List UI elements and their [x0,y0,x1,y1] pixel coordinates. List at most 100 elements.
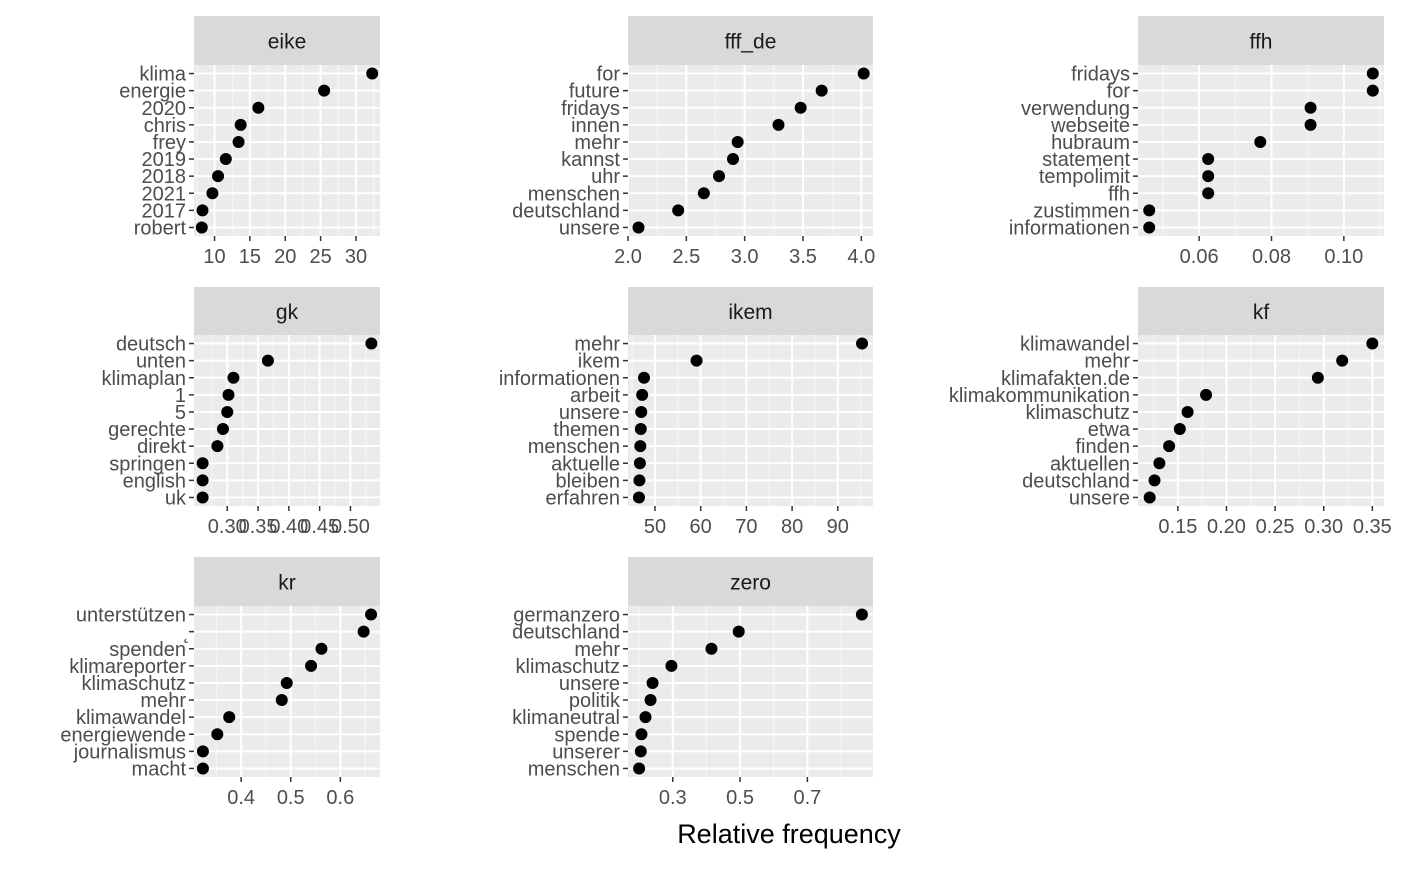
y-tick-label: klima [139,64,187,86]
y-tick-label: informationen [499,368,620,390]
facet-strip-label: eike [268,31,307,54]
y-tick-label: hubraum [1051,132,1130,154]
data-point-gk [196,491,209,504]
data-point-eike [219,153,232,166]
y-tick-label: zustimmen [1033,200,1130,222]
x-tick-label: 0.10 [1324,246,1363,268]
facet-strip-label: kr [278,572,296,595]
y-tick-label: for [1107,81,1131,103]
y-tick-label: klimawandel [76,707,186,729]
data-point-ffh [1143,221,1156,234]
data-point-eike [366,67,379,80]
data-point-kf [1366,337,1379,350]
data-point-kr [223,711,236,724]
y-tick-label: robert [134,217,187,239]
y-tick-label: energiewende [60,724,186,746]
y-tick-label: menschen [528,183,620,205]
data-point-ffh [1254,135,1267,148]
y-tick-label: klimawandel [1020,334,1130,356]
panel-background [628,335,873,506]
y-tick-label: klimakommunikation [949,385,1130,407]
data-point-fff_de [697,187,710,200]
data-point-kr [357,625,370,638]
y-tick-label: etwa [1088,419,1131,441]
data-point-gk [365,337,378,350]
data-point-kf [1153,457,1166,470]
data-point-eike [212,170,225,183]
y-tick-label: 2017 [142,200,187,222]
y-tick-label: klimafakten.de [1001,368,1130,390]
data-point-ikem [856,337,869,350]
facet-strip-label: kf [1253,301,1270,324]
data-point-ffh [1366,84,1379,97]
data-point-ikem [633,474,646,487]
x-tick-label: 80 [781,516,803,538]
data-point-fff_de [772,118,785,131]
y-tick-label: webseite [1050,115,1130,137]
x-tick-label: 0.6 [326,787,354,809]
y-tick-label: erfahren [546,487,621,509]
x-tick-label: 0.50 [331,516,370,538]
data-point-fff_de [794,101,807,114]
y-tick-label: unsere [1069,487,1130,509]
data-point-gk [221,405,234,418]
x-tick-label: 90 [827,516,849,538]
panel-background [194,65,380,236]
facet-strip [194,287,380,335]
y-tick-label: menschen [528,758,620,780]
panel-background [194,335,380,506]
data-point-ikem [634,440,647,453]
y-tick-label: english [123,470,186,492]
x-tick-label: 0.35 [1353,516,1392,538]
facet-strip [194,557,380,606]
facet-panel-fff_de: fff_deforfuturefridaysinnenmehrkannstuhr… [512,16,875,268]
data-point-zero [634,745,647,758]
y-tick-label: for [597,64,621,86]
y-tick-label: unsere [559,217,620,239]
y-tick-label: deutschland [512,200,620,222]
data-point-kr [280,676,293,689]
data-point-kr [305,659,318,672]
data-point-gk [196,474,209,487]
x-tick-label: 10 [203,246,225,268]
facet-strip [628,287,873,335]
y-tick-label: ffh [1108,183,1130,205]
y-tick-label: tempolimit [1039,166,1131,188]
y-tick-label: mehr [574,334,620,356]
data-point-ikem [634,423,647,436]
y-tick-label: unten [136,351,186,373]
x-tick-label: 2.5 [672,246,700,268]
data-point-gk [261,354,274,367]
y-tick-label: innen [571,115,620,137]
y-tick-label: klimaschutz [516,656,620,678]
y-tick-label: mehr [140,690,186,712]
y-tick-label: springen [109,453,186,475]
data-point-ikem [637,371,650,384]
data-point-gk [196,457,209,470]
data-point-zero [665,659,678,672]
data-point-eike [252,101,265,114]
y-tick-label: fridays [1071,64,1130,86]
y-tick-label: unsere [559,402,620,424]
data-point-ffh [1304,101,1317,114]
panel-background [194,606,380,777]
data-point-zero [639,711,652,724]
data-point-zero [646,676,659,689]
y-tick-label: direkt [137,436,186,458]
y-tick-label: mehr [574,639,620,661]
data-point-kf [1200,388,1213,401]
data-point-fff_de [713,170,725,183]
x-tick-label: 4.0 [847,246,875,268]
y-tick-label: gerechte [108,419,186,441]
y-tick-label: 5 [175,402,186,424]
y-tick-label: aktuellen [1050,453,1130,475]
y-tick-label: spenden [109,639,186,661]
data-point-kr [315,642,328,655]
data-point-ikem [690,354,703,367]
data-point-eike [206,187,219,200]
data-point-kr [196,745,209,758]
y-tick-label: deutsch [116,334,186,356]
x-tick-label: 15 [239,246,261,268]
facet-strip-label: ikem [728,301,772,324]
